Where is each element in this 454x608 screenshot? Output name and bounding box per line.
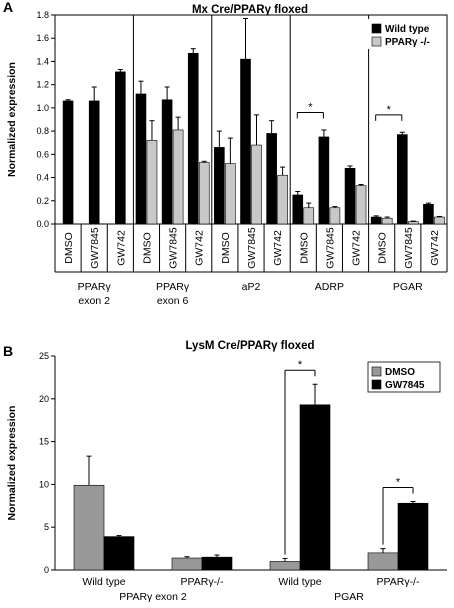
legend-label-b: DMSO [385,367,415,378]
legend-label-a: PPARγ -/- [385,37,430,48]
bar-a [62,100,74,225]
y-tick-label-a: 1.2 [36,80,49,90]
bar-a [318,136,330,225]
bar-a [277,174,288,225]
chart-title-a: Mx Cre/PPARγ floxed [192,4,308,16]
category-label-a: GW7845 [246,227,258,269]
bar-a [225,163,236,225]
bar-a [292,194,304,225]
legend-swatch-b [371,379,382,390]
chart-title-b: LysM Cre/PPARγ floxed [185,340,314,352]
panel-label-b: B [3,343,13,359]
category-label-b: PPARγ-/- [181,576,224,588]
bar-a [161,99,173,225]
group-label-a: aP2 [242,281,261,293]
category-label-a: DMSO [141,232,153,264]
bar-b [201,556,233,571]
bar-a [88,100,100,225]
bar-a [303,207,315,225]
y-tick-label-a: 0.8 [36,126,49,136]
bar-b [269,561,301,571]
category-label-a: GW742 [194,230,206,266]
category-label-b: Wild type [82,576,125,588]
y-tick-label-b: 15 [39,437,49,447]
bar-a [423,203,434,225]
group-label-a: exon 2 [78,295,110,307]
bar-a [187,53,199,225]
gene-label-b: PGAR [334,591,364,603]
panel-label-a: A [3,0,13,15]
y-tick-label-a: 0.2 [36,196,49,206]
y-tick-label-b: 20 [39,394,49,404]
bar-a [329,207,341,225]
category-label-a: DMSO [220,232,232,264]
category-label-a: GW742 [115,230,127,266]
significance-star-a: * [308,102,313,114]
y-tick-label-a: 0.6 [36,149,49,159]
category-label-a: GW7845 [168,227,180,269]
group-label-a: PPARγ [156,281,190,293]
plot-area-a [54,14,448,225]
bar-a [251,144,262,225]
category-label-a: GW742 [351,230,363,266]
category-label-a: GW742 [429,230,441,266]
category-label-a: DMSO [298,232,310,264]
bar-a [135,93,147,225]
y-axis-label-b: Normalized expression [6,406,18,521]
bar-a [381,217,393,225]
bar-a [396,134,408,225]
category-label-a: GW7845 [89,227,101,269]
bar-b [103,536,135,571]
bar-b [299,404,331,571]
bar-a [115,71,126,225]
y-tick-label-b: 10 [39,479,49,489]
y-tick-label-b: 5 [44,522,49,532]
bar-a [344,167,356,225]
category-label-a: DMSO [63,232,75,264]
bar-b [73,484,105,571]
group-label-a: PGAR [393,281,423,293]
group-label-a: exon 6 [157,295,189,307]
legend-label-b: GW7845 [385,380,425,391]
bar-a [198,162,210,225]
bar-a [214,147,225,225]
bar-a [370,216,382,225]
category-label-b: Wild type [278,576,321,588]
category-label-a: GW7845 [403,227,415,269]
bar-a [355,185,367,225]
bar-b [397,502,429,571]
legend-swatch-a [371,36,382,47]
y-tick-label-b: 25 [39,351,49,361]
significance-star-b: * [396,477,401,489]
category-label-a: GW7845 [324,227,336,269]
bar-a [146,140,158,225]
bar-a [434,216,445,225]
bar-b [171,557,203,571]
significance-star-b: * [298,359,303,371]
group-label-a: ADRP [315,281,344,293]
legend-swatch-b [371,366,382,377]
y-tick-label-a: 1.4 [36,56,49,66]
y-tick-label-a: 0.4 [36,173,49,183]
y-axis-label-a: Normalized expression [6,62,18,177]
bar-a [240,58,251,225]
category-label-a: DMSO [377,232,389,264]
category-label-b: PPARγ-/- [377,576,420,588]
legend-swatch-a [371,23,382,34]
bar-a [266,133,277,225]
bar-b [367,552,399,571]
group-label-a: PPARγ [78,281,112,293]
y-tick-label-a: 0.0 [36,219,49,229]
y-tick-label-b: 0 [44,565,49,575]
legend-label-a: Wild type [385,24,430,35]
bar-a [407,221,419,225]
gene-label-b: PPARγ exon 2 [119,591,187,603]
y-tick-label-a: 1.8 [36,10,49,20]
bar-a [172,129,184,225]
y-tick-label-a: 1.6 [36,33,49,43]
y-tick-label-a: 1.0 [36,103,49,113]
category-label-a: GW742 [272,230,284,266]
significance-star-a: * [387,104,392,116]
